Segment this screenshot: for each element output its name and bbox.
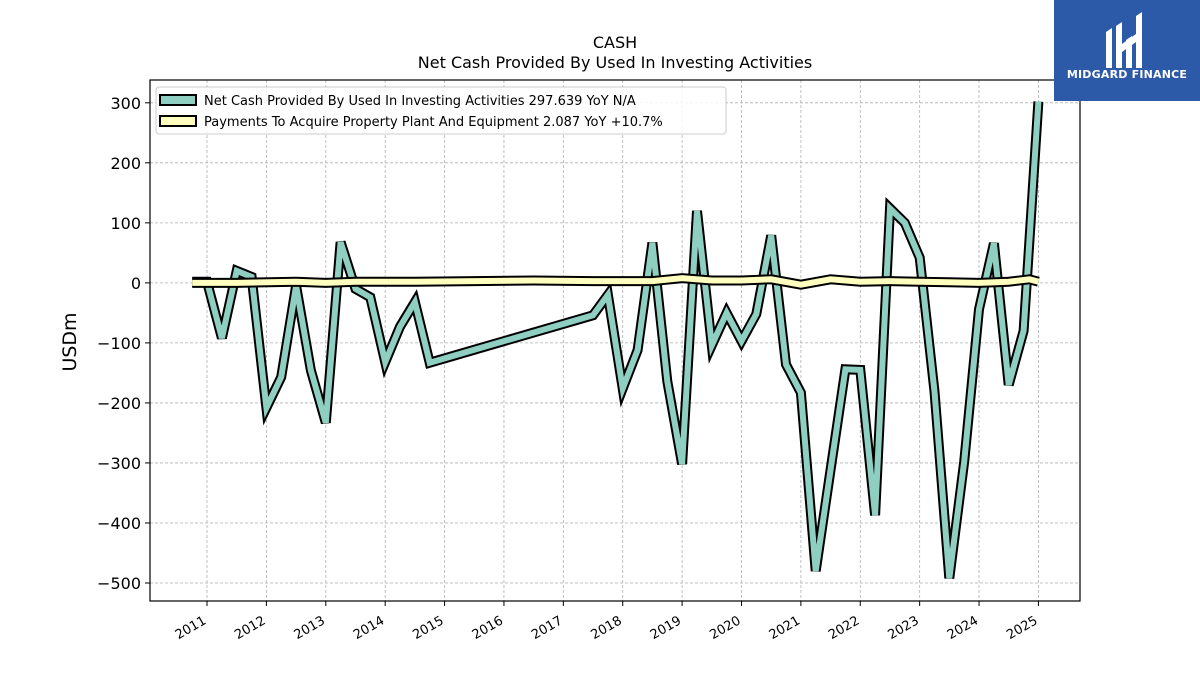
legend-box: [155, 86, 727, 135]
x-tick-label: 2025: [1004, 613, 1040, 643]
y-tick-label: −100: [97, 334, 141, 353]
chart-title: CASH: [593, 33, 637, 52]
x-tick-label: 2015: [410, 613, 446, 643]
x-tick-label: 2017: [529, 613, 565, 643]
legend-label: Payments To Acquire Property Plant And E…: [204, 115, 663, 130]
x-tick-label: 2011: [173, 613, 209, 643]
midgard-logo-icon: [1106, 12, 1142, 68]
series-2: [192, 273, 1040, 290]
y-tick-label: −400: [97, 514, 141, 533]
legend: Net Cash Provided By Used In Investing A…: [155, 86, 727, 135]
x-tick-label: 2024: [945, 613, 981, 643]
x-tick-label: 2013: [292, 613, 328, 643]
x-tick-label: 2021: [767, 613, 803, 643]
x-tick-label: 2012: [232, 613, 268, 643]
legend-entry: Net Cash Provided By Used In Investing A…: [159, 94, 636, 109]
y-axis: 300 200 100 0 −100 −200 −300 −400 −500: [97, 94, 150, 593]
y-tick-label: −300: [97, 454, 141, 473]
series-line: [192, 101, 1042, 579]
x-tick-label: 2019: [648, 613, 684, 643]
legend-swatch: [159, 94, 197, 106]
y-tick-label: 0: [131, 274, 141, 293]
y-tick-label: 200: [110, 154, 141, 173]
x-tick-label: 2018: [589, 613, 625, 643]
y-tick-label: −500: [97, 574, 141, 593]
legend-label: Net Cash Provided By Used In Investing A…: [204, 94, 636, 109]
series-layer: [192, 101, 1044, 579]
chart-subtitle: Net Cash Provided By Used In Investing A…: [418, 53, 812, 72]
brand-logo: MIDGARD FINANCE: [1054, 0, 1200, 101]
x-tick-label: 2023: [885, 613, 921, 643]
x-tick-label: 2020: [707, 613, 743, 643]
x-axis: 2011 2012 2013 2014 2015 2016 2017 2018 2019 2020…: [173, 601, 1040, 643]
x-tick-label: 2014: [351, 613, 387, 643]
x-tick-label: 2016: [470, 613, 506, 643]
x-tick-label: 2022: [826, 613, 862, 643]
y-tick-label: 300: [110, 94, 141, 113]
plot-frame: [149, 79, 1081, 602]
y-tick-label: −200: [97, 394, 141, 413]
legend-entry: Payments To Acquire Property Plant And E…: [159, 115, 663, 130]
y-tick-label: 100: [110, 214, 141, 233]
legend-swatch: [159, 115, 197, 127]
series-line: [192, 275, 1040, 288]
series-1: [192, 101, 1044, 579]
y-axis-label: USDm: [59, 312, 81, 371]
brand-name: MIDGARD FINANCE: [1066, 68, 1188, 81]
